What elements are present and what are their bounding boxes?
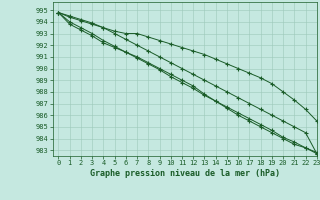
X-axis label: Graphe pression niveau de la mer (hPa): Graphe pression niveau de la mer (hPa) [90, 169, 280, 178]
